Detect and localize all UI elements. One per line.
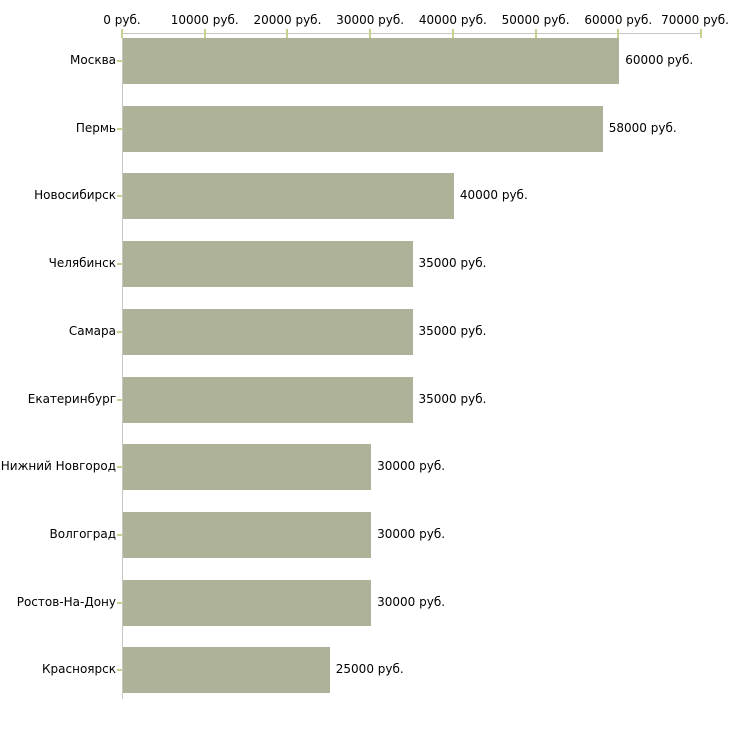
x-tick — [617, 29, 620, 38]
value-label: 35000 руб. — [418, 391, 487, 406]
y-tick — [117, 601, 122, 604]
y-tick — [117, 398, 122, 401]
bar — [123, 376, 413, 423]
bar — [123, 241, 413, 288]
x-tick-label: 40000 руб. — [418, 13, 487, 27]
y-tick — [117, 60, 122, 62]
category-label: Самара — [68, 323, 116, 338]
y-tick — [117, 263, 122, 266]
bar — [123, 579, 372, 626]
bar — [123, 38, 620, 84]
x-axis-line — [122, 33, 701, 34]
value-label: 60000 руб. — [625, 53, 694, 67]
category-label: Волгоград — [49, 526, 116, 541]
category-label: Челябинск — [48, 256, 116, 271]
x-tick-label: 20000 руб. — [253, 13, 322, 27]
category-label: Новосибирск — [34, 188, 116, 203]
bar — [123, 444, 372, 491]
value-label: 30000 руб. — [377, 526, 446, 541]
bar — [123, 105, 603, 152]
category-label: Ростов-На-Дону — [16, 594, 116, 609]
bar — [123, 308, 413, 355]
y-tick — [117, 466, 122, 469]
x-tick-label: 10000 руб. — [170, 13, 239, 27]
x-tick — [451, 29, 454, 38]
x-tick — [203, 29, 206, 38]
category-label: Нижний Новгород — [0, 459, 116, 474]
x-tick-label: 50000 руб. — [501, 13, 570, 27]
x-tick — [369, 29, 372, 38]
x-tick — [534, 29, 537, 38]
category-label: Екатеринбург — [27, 391, 116, 406]
category-label: Красноярск — [42, 662, 116, 677]
y-tick — [117, 330, 122, 333]
category-label: Пермь — [75, 120, 116, 135]
value-label: 25000 руб. — [335, 662, 404, 677]
y-tick — [117, 669, 122, 672]
x-tick-label: 60000 руб. — [584, 13, 653, 27]
category-label: Москва — [70, 53, 116, 67]
x-tick — [121, 29, 123, 38]
value-label: 35000 руб. — [418, 323, 487, 338]
value-label: 35000 руб. — [418, 256, 487, 271]
x-tick-label: 0 руб. — [103, 13, 141, 27]
x-tick — [700, 29, 702, 38]
value-label: 30000 руб. — [377, 594, 446, 609]
y-tick — [117, 195, 122, 198]
bar — [123, 173, 454, 220]
value-label: 30000 руб. — [377, 459, 446, 474]
x-tick — [286, 29, 289, 38]
bar — [123, 511, 372, 558]
x-tick-label: 70000 руб. — [661, 13, 729, 27]
y-axis-line — [122, 33, 123, 699]
bar — [123, 647, 330, 694]
y-tick — [117, 127, 122, 130]
y-tick — [117, 533, 122, 536]
x-tick-label: 30000 руб. — [336, 13, 405, 27]
value-label: 58000 руб. — [608, 120, 677, 135]
value-label: 40000 руб. — [459, 188, 528, 203]
